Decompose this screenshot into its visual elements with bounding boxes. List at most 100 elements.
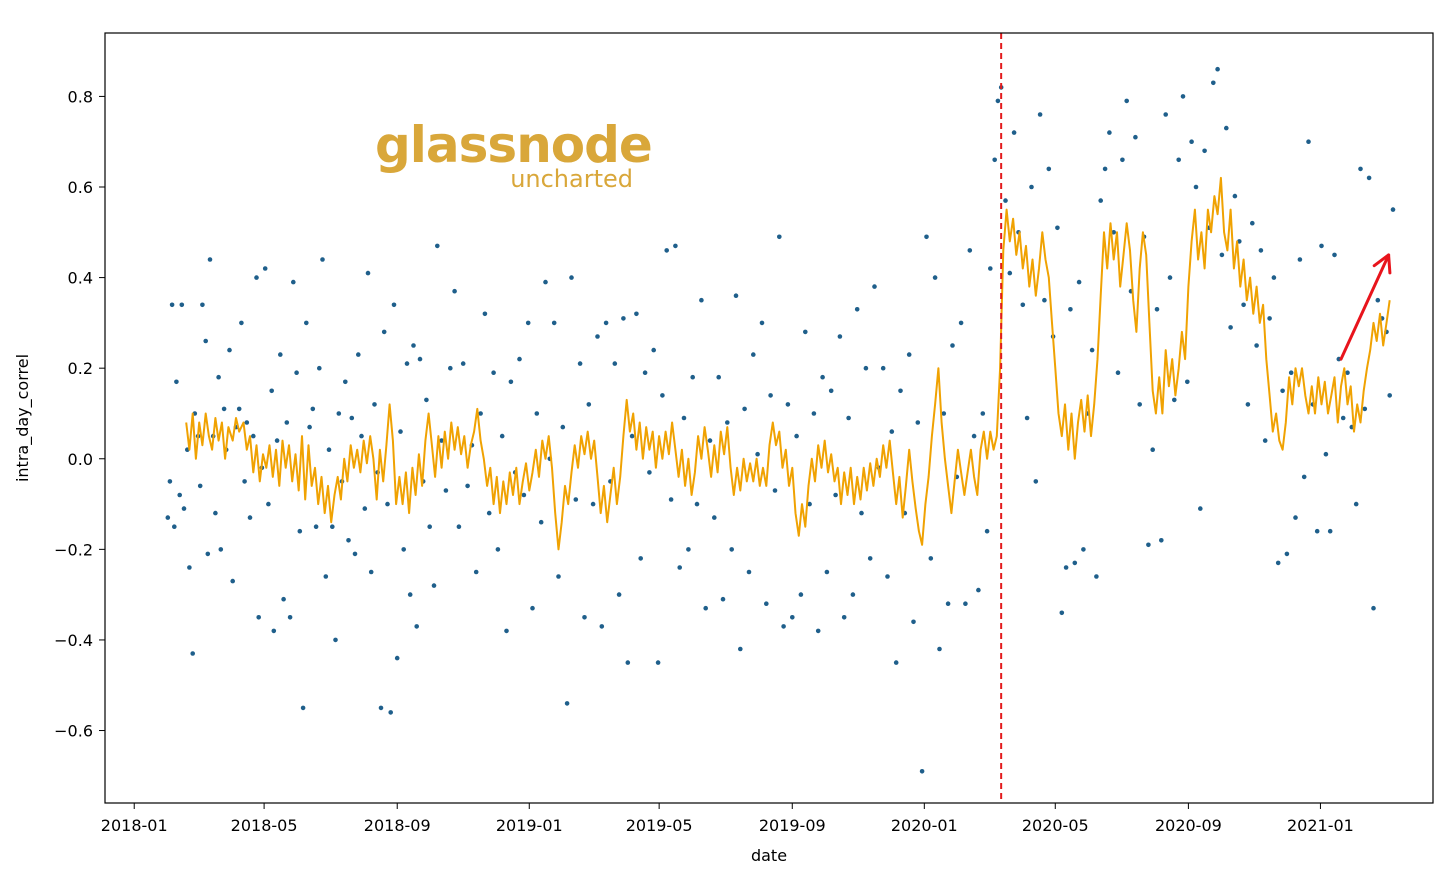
scatter-point <box>1375 297 1381 303</box>
scatter-point <box>647 470 652 475</box>
scatter-point <box>686 547 691 552</box>
scatter-point <box>995 98 1001 104</box>
scatter-point <box>1146 542 1151 548</box>
scatter-point <box>230 578 235 584</box>
scatter-point <box>1215 66 1220 72</box>
scatter-point <box>401 547 407 552</box>
scatter-point <box>300 705 306 711</box>
scatter-point <box>963 601 968 606</box>
y-tick-label: −0.2 <box>54 540 93 559</box>
scatter-point <box>165 515 171 520</box>
scatter-point <box>269 388 275 394</box>
scatter-point <box>1055 225 1060 231</box>
scatter-point <box>681 415 687 421</box>
scatter-point <box>491 370 496 376</box>
scatter-point <box>1306 139 1311 144</box>
scatter-point <box>992 157 997 163</box>
scatter-point <box>482 311 488 317</box>
scatter-point <box>266 501 271 507</box>
scatter-point <box>200 302 205 308</box>
scatter-point <box>794 433 799 439</box>
scatter-point <box>1293 515 1298 520</box>
scatter-point <box>1150 447 1155 453</box>
scatter-point <box>1163 112 1168 117</box>
scatter-point <box>885 574 890 579</box>
scatter-point <box>629 433 635 439</box>
scatter-point <box>174 379 179 385</box>
scatter-point <box>1180 94 1186 99</box>
scatter-point <box>967 248 973 253</box>
scatter-point <box>313 524 319 529</box>
scatter-point <box>443 488 449 493</box>
scatter-point <box>227 347 232 353</box>
scatter-point <box>872 284 877 289</box>
scatter-point <box>1189 139 1194 144</box>
scatter-point <box>863 365 869 371</box>
scatter-point <box>1267 316 1272 321</box>
scatter-point <box>841 615 847 620</box>
scatter-point <box>1371 605 1376 611</box>
y-tick-label: 0.2 <box>68 359 93 378</box>
logo-main-text: glassnode <box>375 116 652 174</box>
scatter-point <box>317 365 322 371</box>
scatter-point <box>216 374 221 380</box>
scatter-point <box>297 528 303 534</box>
y-tick-label: 0.0 <box>68 450 93 469</box>
scatter-point <box>582 615 587 620</box>
scatter-point <box>404 361 410 366</box>
scatter-point <box>1094 574 1099 579</box>
y-axis-label: intra_day_correl <box>13 354 33 482</box>
scatter-point <box>642 370 648 376</box>
scatter-point <box>950 343 955 348</box>
scatter-point <box>1193 184 1199 190</box>
scatter-point <box>915 420 921 425</box>
scatter-point <box>768 393 773 398</box>
scatter-point <box>205 551 211 557</box>
scatter-point <box>764 601 769 606</box>
scatter-point <box>244 420 250 425</box>
scatter-point <box>551 320 557 326</box>
scatter-point <box>1076 279 1082 285</box>
scatter-point <box>668 497 674 502</box>
scatter-point <box>242 479 247 484</box>
scatter-point <box>1124 98 1129 104</box>
scatter-point <box>746 569 752 575</box>
scatter-point <box>785 402 791 407</box>
scatter-point <box>803 329 808 335</box>
scatter-point <box>1262 438 1268 443</box>
x-tick-label: 2018-01 <box>101 816 168 835</box>
scatter-point <box>179 302 185 308</box>
scatter-point <box>889 429 895 434</box>
scatter-point <box>239 320 244 326</box>
scatter-point <box>690 374 695 380</box>
scatter-point <box>307 424 312 430</box>
scatter-point <box>945 601 951 606</box>
logo-sub-text: uncharted <box>510 165 633 193</box>
scatter-point <box>1254 343 1259 348</box>
scatter-point <box>1133 134 1138 140</box>
scatter-point <box>898 388 903 394</box>
scatter-point <box>1258 248 1264 253</box>
scatter-point <box>1314 528 1320 534</box>
x-tick-label: 2020-01 <box>891 816 958 835</box>
scatter-point <box>660 393 665 398</box>
y-tick-label: −0.4 <box>54 631 93 650</box>
scatter-point <box>664 248 669 253</box>
scatter-point <box>274 438 280 443</box>
scatter-point <box>456 524 462 529</box>
scatter-point <box>1301 474 1307 480</box>
scatter-point <box>349 415 355 421</box>
scatter-point <box>407 592 413 597</box>
scatter-point <box>521 492 527 498</box>
scatter-point <box>595 334 600 339</box>
scatter-point <box>256 615 262 620</box>
scatter-point <box>478 411 483 416</box>
scatter-point <box>712 515 717 520</box>
scatter-point <box>525 320 531 326</box>
scatter-point <box>729 547 734 552</box>
scatter-point <box>473 569 479 575</box>
scatter-point <box>181 506 187 511</box>
scatter-point <box>381 329 387 335</box>
scatter-points <box>165 66 1396 774</box>
scatter-point <box>281 596 286 602</box>
